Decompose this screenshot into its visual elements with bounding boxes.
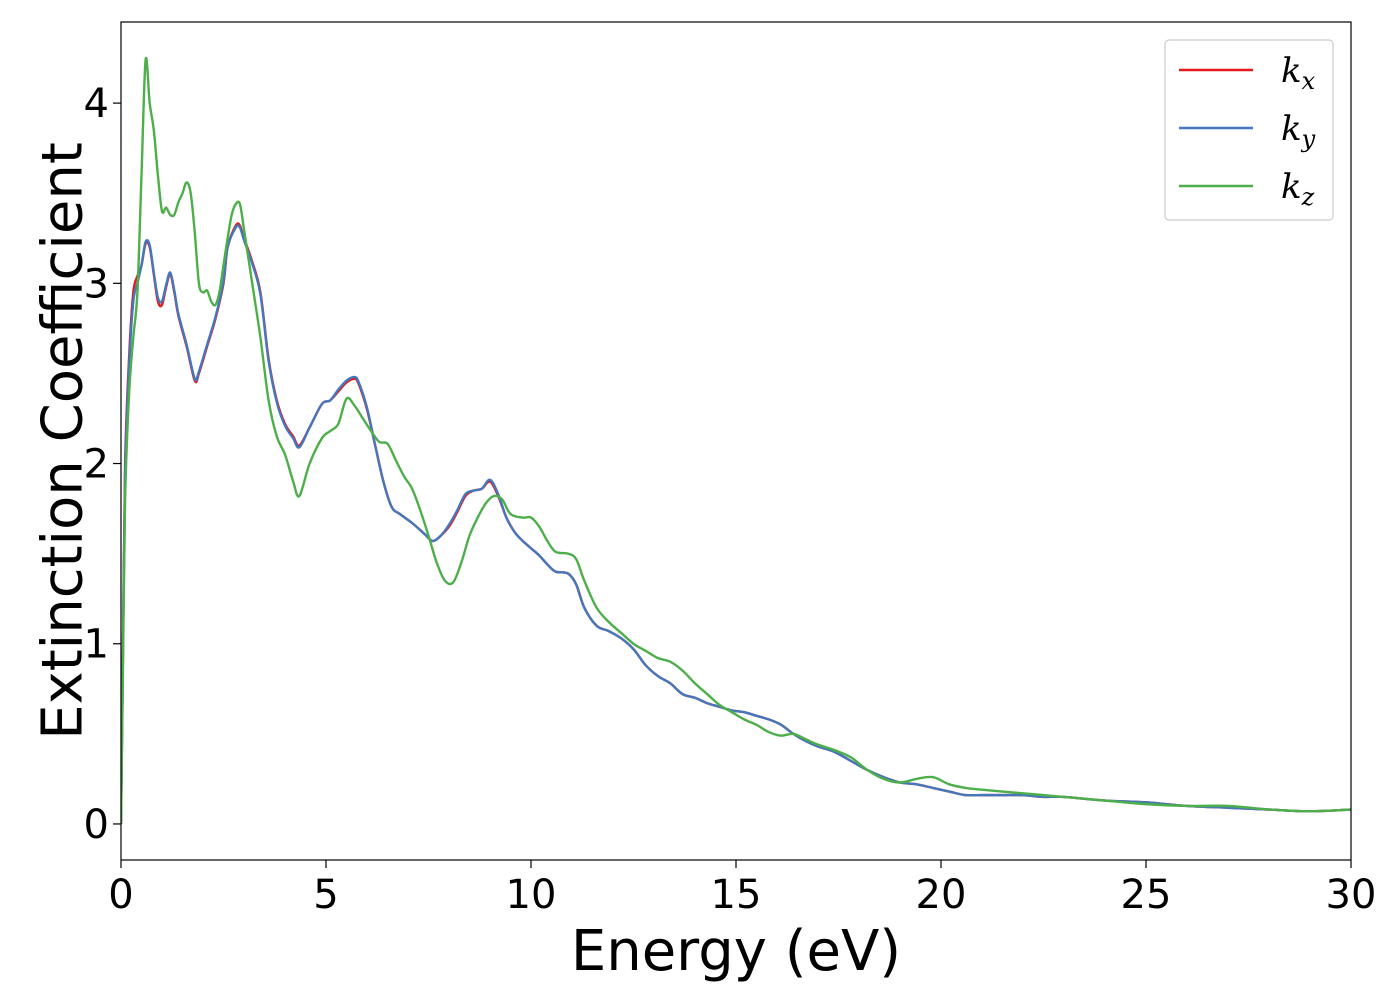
legend-item-x: kx xyxy=(1179,51,1316,95)
legend-item-z: kz xyxy=(1179,167,1315,211)
y-tick-label: 0 xyxy=(84,802,109,848)
x-tick-label: 0 xyxy=(108,872,133,918)
legend-item-y: ky xyxy=(1179,109,1316,153)
y-axis-ticks: 0 1 2 3 4 xyxy=(84,81,121,848)
plot-lines xyxy=(121,56,1351,824)
y-tick-label: 4 xyxy=(84,81,109,127)
x-axis-ticks: 0 5 10 15 20 25 30 xyxy=(108,860,1376,918)
y-tick-label: 3 xyxy=(84,261,109,307)
x-tick-label: 5 xyxy=(313,872,338,918)
legend-label: ky xyxy=(1281,109,1316,153)
x-tick-label: 25 xyxy=(1121,872,1172,918)
legend: kx ky kz xyxy=(1164,39,1334,221)
x-tick-label: 15 xyxy=(711,872,762,918)
x-tick-label: 10 xyxy=(506,872,557,918)
legend-box xyxy=(1164,39,1334,221)
y-tick-label: 2 xyxy=(84,442,109,488)
legend-label: kz xyxy=(1281,167,1315,211)
series-line-z xyxy=(121,56,1351,824)
x-tick-label: 30 xyxy=(1326,872,1377,918)
x-axis-title: Energy (eV) xyxy=(571,919,901,984)
y-axis-title: Extinction Coefficient xyxy=(31,142,96,740)
y-tick-label: 1 xyxy=(84,622,109,668)
legend-label: kx xyxy=(1281,51,1316,95)
x-tick-label: 20 xyxy=(916,872,967,918)
